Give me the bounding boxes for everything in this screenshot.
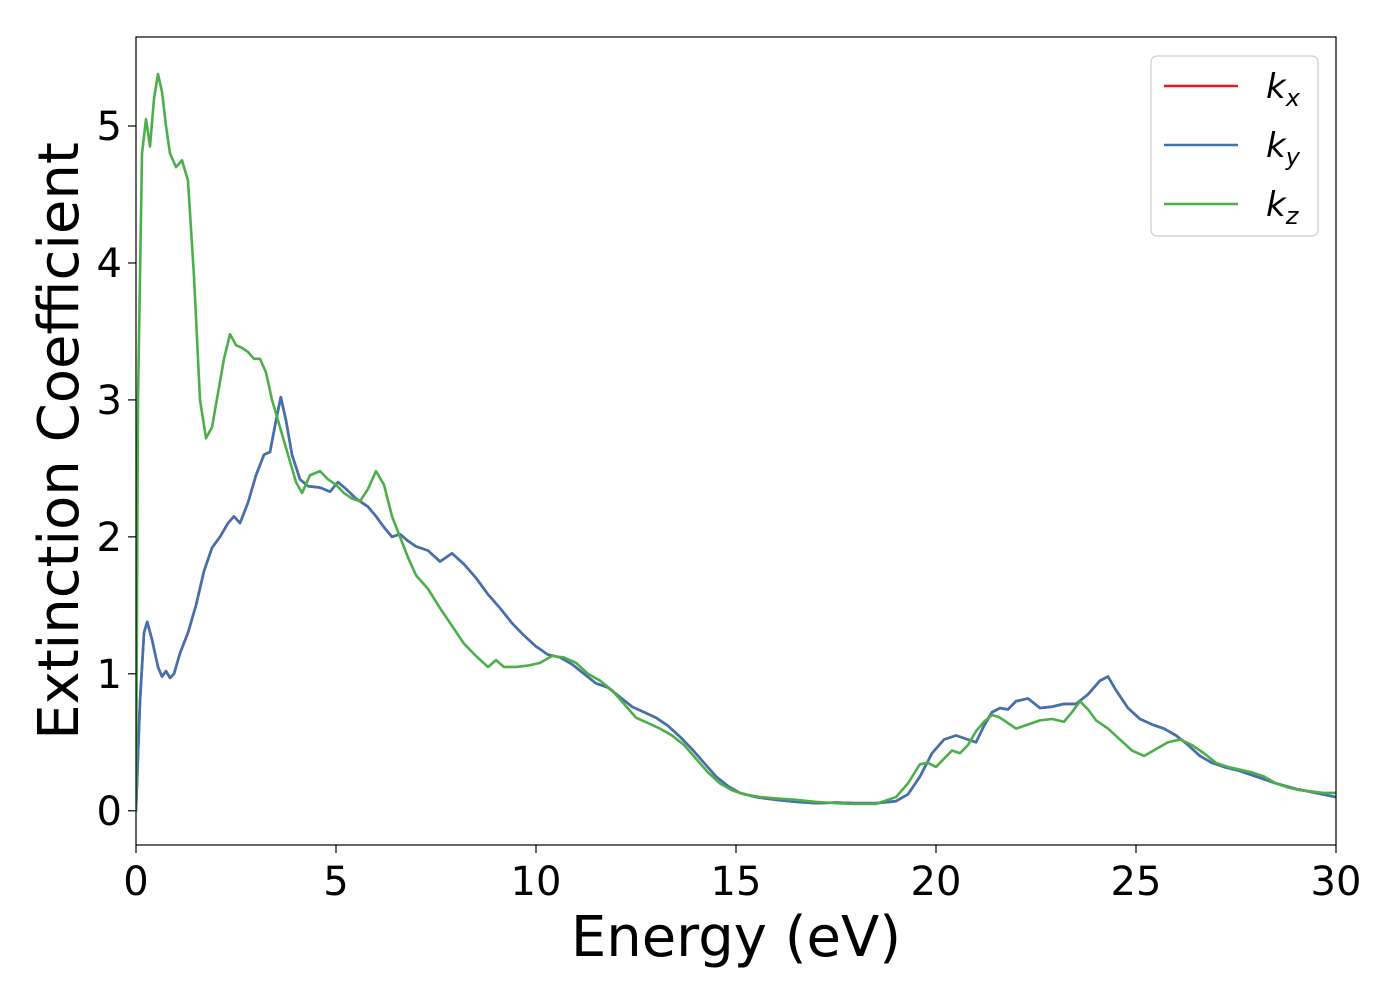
y-tick-label: 4 bbox=[97, 241, 122, 287]
x-tick-label: 25 bbox=[1111, 859, 1162, 905]
x-tick-label: 5 bbox=[323, 859, 348, 905]
y-tick-label: 3 bbox=[97, 378, 122, 424]
y-tick-label: 2 bbox=[97, 515, 122, 561]
y-axis-title: Extinction Coefficient bbox=[27, 142, 92, 740]
series-line-k-z bbox=[136, 72, 1336, 813]
y-tick-label: 1 bbox=[97, 652, 122, 698]
series-line-k-y bbox=[136, 395, 1336, 813]
x-axis-title: Energy (eV) bbox=[571, 905, 901, 970]
x-tick-label: 30 bbox=[1311, 859, 1362, 905]
y-tick-label: 0 bbox=[97, 789, 122, 835]
x-tick-label: 0 bbox=[123, 859, 148, 905]
x-tick-label: 10 bbox=[511, 859, 562, 905]
y-tick-label: 5 bbox=[97, 104, 122, 150]
x-tick-label: 20 bbox=[911, 859, 962, 905]
x-tick-label: 15 bbox=[711, 859, 762, 905]
